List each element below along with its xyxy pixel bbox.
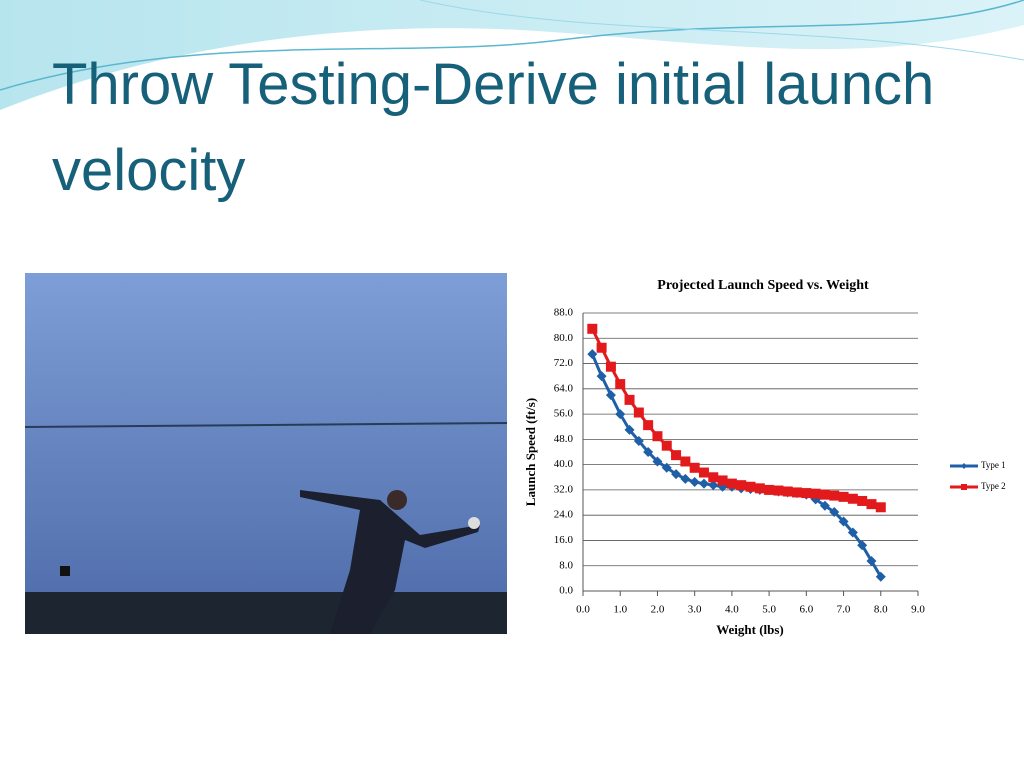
point-marker <box>689 462 700 473</box>
point-marker <box>671 450 682 461</box>
point-marker <box>689 477 700 488</box>
point-marker <box>624 394 635 405</box>
y-tick-label: 24.0 <box>554 509 574 521</box>
point-marker <box>605 361 616 372</box>
point-marker <box>652 431 663 442</box>
x-tick-label: 2.0 <box>651 604 665 616</box>
y-tick-label: 72.0 <box>554 357 574 369</box>
y-tick-label: 40.0 <box>554 458 574 470</box>
point-marker <box>615 409 626 420</box>
y-tick-label: 16.0 <box>554 534 574 546</box>
point-marker <box>671 469 682 480</box>
x-tick-label: 4.0 <box>725 604 739 616</box>
point-marker <box>857 495 868 506</box>
y-tick-label: 0.0 <box>559 585 573 597</box>
point-marker <box>726 478 737 489</box>
point-marker <box>680 473 691 484</box>
y-tick-label: 48.0 <box>554 433 574 445</box>
point-marker <box>764 484 775 495</box>
point-marker <box>819 489 830 500</box>
x-tick-label: 8.0 <box>874 604 888 616</box>
x-tick-label: 9.0 <box>911 604 925 616</box>
y-tick-label: 56.0 <box>554 408 574 420</box>
x-tick-label: 3.0 <box>688 604 702 616</box>
point-marker <box>698 467 709 478</box>
header-curve <box>419 0 1024 61</box>
point-marker <box>754 483 765 494</box>
point-marker <box>736 480 747 491</box>
point-marker <box>819 500 830 511</box>
point-marker <box>847 493 858 504</box>
point-marker <box>633 407 644 418</box>
point-marker <box>643 447 654 457</box>
point-marker <box>773 485 784 496</box>
x-tick-label: 6.0 <box>799 604 813 616</box>
point-marker <box>633 435 644 446</box>
point-marker <box>708 472 719 483</box>
point-marker <box>643 420 654 431</box>
x-tick-label: 1.0 <box>613 604 627 616</box>
y-tick-label: 32.0 <box>554 483 574 495</box>
y-tick-label: 80.0 <box>554 332 574 344</box>
point-marker <box>745 481 756 492</box>
point-marker <box>829 490 840 501</box>
point-marker <box>847 527 858 538</box>
x-tick-label: 7.0 <box>837 604 851 616</box>
point-marker <box>782 486 793 497</box>
point-marker <box>624 424 635 435</box>
slide-title: Throw Testing-Derive initial launch velo… <box>52 52 935 203</box>
point-marker <box>866 499 877 510</box>
point-marker <box>838 491 849 502</box>
legend-label: Type 1 <box>981 460 1006 470</box>
point-marker <box>661 462 672 473</box>
legend-marker <box>961 463 967 469</box>
point-marker <box>596 371 607 382</box>
y-axis-label: Launch Speed (ft/s) <box>523 398 538 506</box>
point-marker <box>792 487 803 498</box>
y-tick-label: 64.0 <box>554 382 574 394</box>
point-marker <box>661 440 672 451</box>
point-marker <box>605 390 616 401</box>
point-marker <box>596 342 607 353</box>
header-curve <box>0 0 1024 91</box>
point-marker <box>801 488 812 499</box>
point-marker <box>698 478 709 489</box>
point-marker <box>587 349 598 360</box>
y-tick-label: 88.0 <box>554 307 574 319</box>
x-tick-label: 0.0 <box>576 604 590 616</box>
point-marker <box>717 475 728 486</box>
point-marker <box>615 379 626 390</box>
point-marker <box>680 456 691 467</box>
y-tick-label: 8.0 <box>559 559 573 571</box>
photo <box>24 273 508 634</box>
point-marker <box>708 480 719 491</box>
point-marker <box>838 516 849 527</box>
x-axis-label: Weight (lbs) <box>716 622 784 637</box>
point-marker <box>810 488 821 499</box>
point-marker <box>875 502 886 513</box>
series-line <box>590 353 883 578</box>
point-marker <box>866 555 877 566</box>
legend-label: Type 2 <box>981 481 1006 491</box>
point-marker <box>857 540 868 551</box>
chart-title: Projected Launch Speed vs. Weight <box>657 278 869 293</box>
legend-marker <box>961 484 967 490</box>
point-marker <box>875 571 886 582</box>
point-marker <box>587 323 598 334</box>
point-marker <box>829 507 840 518</box>
point-marker <box>652 456 663 467</box>
x-tick-label: 5.0 <box>762 604 776 616</box>
